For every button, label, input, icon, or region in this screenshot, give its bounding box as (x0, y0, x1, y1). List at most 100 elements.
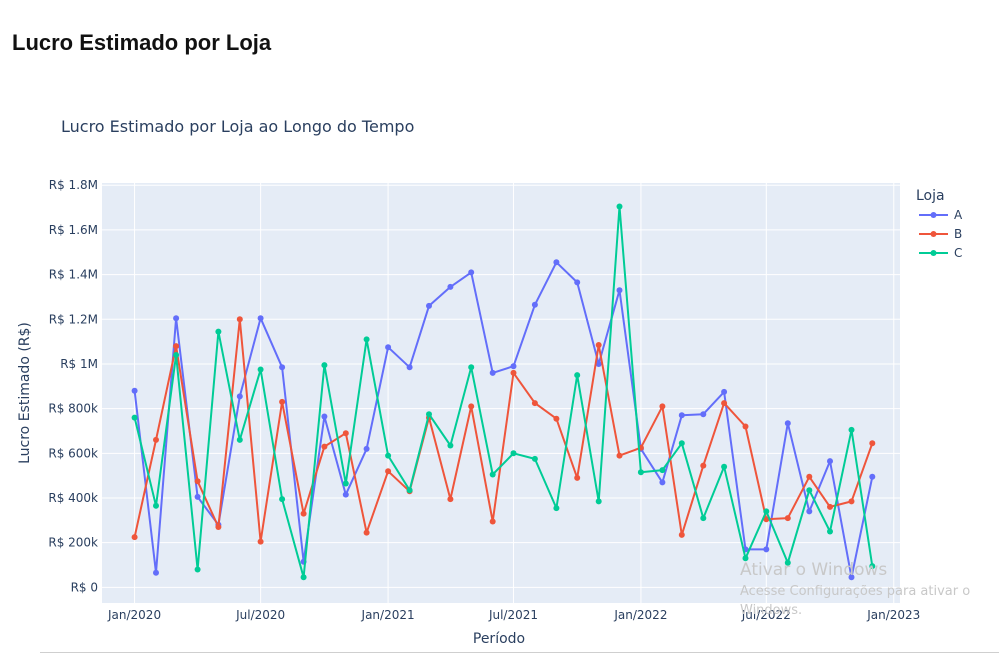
series-c-point[interactable] (700, 515, 707, 522)
series-a-point[interactable] (616, 287, 623, 294)
series-c-point[interactable] (574, 372, 581, 379)
series-b-point[interactable] (784, 515, 791, 522)
series-a-point[interactable] (869, 473, 876, 480)
series-b-point[interactable] (531, 400, 538, 407)
series-b-point[interactable] (385, 468, 392, 475)
series-a-point[interactable] (700, 411, 707, 418)
legend-item-b[interactable]: B (919, 227, 962, 241)
series-c-point[interactable] (806, 487, 813, 494)
series-c-point[interactable] (763, 508, 770, 515)
series-a-point[interactable] (553, 259, 560, 266)
series-c-point[interactable] (385, 452, 392, 459)
series-c-point[interactable] (510, 450, 517, 457)
series-b-point[interactable] (279, 398, 286, 405)
series-c-point[interactable] (595, 498, 602, 505)
legend-item-c[interactable]: C (919, 246, 962, 260)
series-b-point[interactable] (678, 531, 685, 538)
series-b-point[interactable] (700, 462, 707, 469)
series-c-point[interactable] (447, 442, 454, 449)
series-a-point[interactable] (574, 279, 581, 286)
series-a-point[interactable] (173, 315, 180, 322)
series-b-point[interactable] (510, 369, 517, 376)
series-a-point[interactable] (510, 363, 517, 370)
series-a-point[interactable] (447, 283, 454, 290)
series-c-point[interactable] (300, 574, 307, 581)
series-c-point[interactable] (468, 364, 475, 371)
series-b-point[interactable] (721, 400, 728, 407)
series-b-point[interactable] (153, 436, 159, 443)
series-a-point[interactable] (595, 361, 602, 367)
series-c-point[interactable] (236, 436, 243, 443)
series-a-point[interactable] (131, 387, 138, 394)
series-b-point[interactable] (468, 403, 475, 410)
series-c-point[interactable] (848, 426, 855, 433)
series-b-point[interactable] (257, 538, 264, 545)
series-b-point[interactable] (173, 343, 180, 350)
series-c-point[interactable] (426, 411, 432, 418)
series-a-point[interactable] (763, 546, 770, 553)
series-a-point[interactable] (721, 388, 728, 395)
series-c-point[interactable] (659, 467, 666, 474)
series-c-point[interactable] (153, 502, 159, 509)
legend-item-a[interactable]: A (919, 208, 963, 222)
series-a-point[interactable] (531, 301, 538, 308)
series-c-point[interactable] (489, 471, 496, 478)
series-c-point[interactable] (279, 496, 286, 503)
series-b-point[interactable] (236, 316, 243, 323)
series-c-point[interactable] (173, 352, 180, 358)
series-b-point[interactable] (342, 430, 349, 437)
series-a-point[interactable] (153, 569, 159, 576)
series-a-point[interactable] (848, 574, 855, 581)
series-b-point[interactable] (659, 403, 666, 410)
series-a-point[interactable] (321, 413, 328, 420)
series-a-point[interactable] (236, 393, 243, 400)
series-a-point[interactable] (279, 364, 286, 371)
series-b-point[interactable] (215, 524, 222, 530)
series-a-point[interactable] (194, 493, 201, 500)
series-b-point[interactable] (742, 423, 749, 430)
series-a-point[interactable] (342, 491, 349, 498)
series-b-point[interactable] (806, 473, 813, 480)
series-c-point[interactable] (827, 528, 833, 535)
series-a-point[interactable] (363, 445, 370, 452)
series-c-point[interactable] (321, 362, 328, 369)
series-c-point[interactable] (742, 555, 749, 562)
series-a-point[interactable] (678, 412, 685, 419)
series-b-point[interactable] (300, 510, 307, 517)
plot-area[interactable] (102, 183, 900, 603)
series-b-point[interactable] (848, 498, 855, 505)
series-c-point[interactable] (616, 203, 623, 210)
series-a-point[interactable] (806, 508, 813, 515)
series-a-point[interactable] (489, 369, 496, 376)
series-b-point[interactable] (574, 474, 581, 481)
series-c-point[interactable] (721, 463, 728, 470)
series-b-point[interactable] (194, 478, 201, 485)
series-b-point[interactable] (363, 529, 370, 536)
series-c-point[interactable] (406, 487, 413, 494)
series-a-point[interactable] (426, 302, 432, 309)
series-b-point[interactable] (131, 534, 138, 541)
series-c-point[interactable] (869, 563, 876, 570)
series-a-point[interactable] (827, 458, 833, 465)
series-c-point[interactable] (194, 566, 201, 573)
series-c-point[interactable] (257, 366, 264, 373)
series-a-point[interactable] (406, 364, 413, 371)
series-c-point[interactable] (678, 440, 685, 447)
series-b-point[interactable] (321, 443, 328, 450)
series-a-point[interactable] (385, 344, 392, 351)
series-c-point[interactable] (342, 480, 349, 487)
series-b-point[interactable] (595, 342, 602, 348)
series-c-point[interactable] (637, 469, 644, 476)
series-c-point[interactable] (531, 455, 538, 462)
series-c-point[interactable] (363, 336, 370, 343)
series-a-point[interactable] (784, 420, 791, 427)
series-b-point[interactable] (763, 516, 770, 523)
series-b-point[interactable] (447, 496, 454, 503)
series-c-point[interactable] (131, 414, 138, 421)
series-b-point[interactable] (869, 440, 876, 447)
series-a-point[interactable] (659, 479, 666, 486)
series-c-point[interactable] (215, 328, 222, 335)
series-c-point[interactable] (784, 559, 791, 566)
series-b-point[interactable] (827, 503, 833, 510)
series-b-point[interactable] (553, 415, 560, 422)
